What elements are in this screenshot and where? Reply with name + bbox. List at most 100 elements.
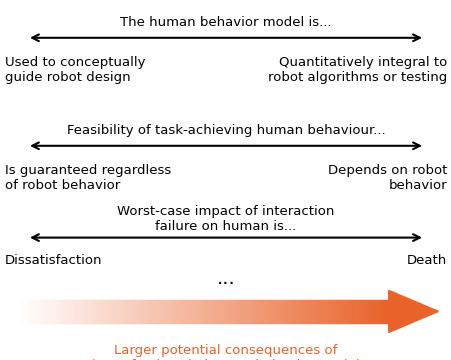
- Bar: [18, 300, 19, 323]
- Bar: [131, 300, 133, 323]
- Bar: [145, 300, 146, 323]
- Bar: [25, 300, 27, 323]
- Bar: [90, 300, 91, 323]
- Bar: [362, 300, 363, 323]
- Bar: [172, 300, 173, 323]
- Bar: [281, 300, 282, 323]
- Bar: [285, 300, 287, 323]
- Bar: [64, 300, 65, 323]
- Bar: [347, 300, 349, 323]
- Bar: [196, 300, 197, 323]
- Text: Used to conceptually
guide robot design: Used to conceptually guide robot design: [5, 56, 145, 84]
- Bar: [235, 300, 236, 323]
- Bar: [159, 300, 160, 323]
- Bar: [205, 300, 207, 323]
- Bar: [20, 300, 22, 323]
- Bar: [225, 300, 226, 323]
- Bar: [213, 300, 214, 323]
- Bar: [231, 300, 233, 323]
- Bar: [240, 300, 241, 323]
- Bar: [212, 300, 213, 323]
- Bar: [282, 300, 283, 323]
- Bar: [329, 300, 330, 323]
- Bar: [314, 300, 315, 323]
- Bar: [166, 300, 167, 323]
- Bar: [96, 300, 97, 323]
- Bar: [245, 300, 246, 323]
- Bar: [51, 300, 53, 323]
- Bar: [331, 300, 332, 323]
- Bar: [82, 300, 83, 323]
- Bar: [192, 300, 193, 323]
- Bar: [358, 300, 359, 323]
- Bar: [187, 300, 188, 323]
- Bar: [382, 300, 383, 323]
- Bar: [183, 300, 184, 323]
- Bar: [125, 300, 127, 323]
- Bar: [30, 300, 32, 323]
- Bar: [71, 300, 72, 323]
- Bar: [228, 300, 229, 323]
- Text: Is guaranteed regardless
of robot behavior: Is guaranteed regardless of robot behavi…: [5, 164, 170, 192]
- Bar: [54, 300, 55, 323]
- Bar: [367, 300, 368, 323]
- Bar: [215, 300, 216, 323]
- Bar: [313, 300, 314, 323]
- Bar: [364, 300, 366, 323]
- Bar: [272, 300, 273, 323]
- Bar: [98, 300, 99, 323]
- Bar: [320, 300, 321, 323]
- Bar: [372, 300, 373, 323]
- Bar: [128, 300, 129, 323]
- Bar: [177, 300, 178, 323]
- Bar: [219, 300, 220, 323]
- Bar: [173, 300, 175, 323]
- Polygon shape: [388, 290, 437, 333]
- Bar: [342, 300, 344, 323]
- Bar: [226, 300, 228, 323]
- Bar: [122, 300, 123, 323]
- Bar: [290, 300, 292, 323]
- Bar: [77, 300, 78, 323]
- Bar: [155, 300, 156, 323]
- Text: Death: Death: [406, 254, 446, 267]
- Bar: [139, 300, 140, 323]
- Bar: [146, 300, 147, 323]
- Bar: [371, 300, 372, 323]
- Text: Depends on robot
behavior: Depends on robot behavior: [327, 164, 446, 192]
- Bar: [303, 300, 304, 323]
- Bar: [299, 300, 300, 323]
- Bar: [193, 300, 194, 323]
- Bar: [229, 300, 230, 323]
- Bar: [262, 300, 263, 323]
- Bar: [48, 300, 49, 323]
- Bar: [143, 300, 144, 323]
- Bar: [234, 300, 235, 323]
- Bar: [332, 300, 334, 323]
- Bar: [298, 300, 299, 323]
- Bar: [133, 300, 134, 323]
- Bar: [120, 300, 122, 323]
- Bar: [266, 300, 267, 323]
- Bar: [188, 300, 189, 323]
- Bar: [92, 300, 93, 323]
- Bar: [87, 300, 88, 323]
- Text: ...: ...: [216, 270, 235, 288]
- Bar: [353, 300, 354, 323]
- Bar: [318, 300, 319, 323]
- Bar: [69, 300, 70, 323]
- Bar: [67, 300, 69, 323]
- Bar: [223, 300, 224, 323]
- Bar: [74, 300, 75, 323]
- Bar: [346, 300, 347, 323]
- Bar: [107, 300, 108, 323]
- Bar: [340, 300, 341, 323]
- Bar: [124, 300, 125, 323]
- Bar: [322, 300, 324, 323]
- Bar: [352, 300, 353, 323]
- Bar: [130, 300, 131, 323]
- Bar: [386, 300, 387, 323]
- Bar: [278, 300, 279, 323]
- Bar: [135, 300, 136, 323]
- Bar: [230, 300, 231, 323]
